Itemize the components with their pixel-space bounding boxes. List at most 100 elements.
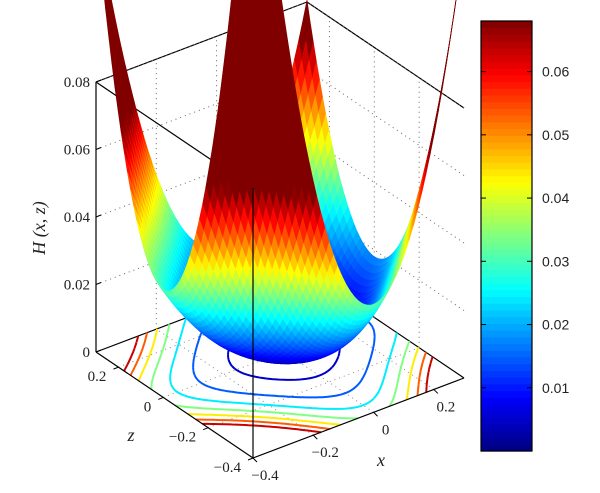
- colorbar-band: [481, 222, 532, 230]
- colorbar-tick-label: 0.03: [542, 253, 569, 269]
- surface-facet: [274, 0, 276, 3]
- colorbar-band: [481, 41, 532, 49]
- colorbar-band: [481, 316, 532, 324]
- colorbar-band: [481, 195, 532, 204]
- x-tick-label: 0: [382, 422, 390, 438]
- colorbar-band: [481, 108, 532, 116]
- colorbar-band: [481, 27, 532, 36]
- colorbar-band: [481, 424, 532, 432]
- x-tick: [312, 434, 318, 440]
- x-axis-label: x: [376, 450, 385, 470]
- y-tick-label: 0.06: [64, 143, 91, 159]
- z-tick: [202, 427, 209, 431]
- colorbar-band: [481, 356, 532, 365]
- colorbar-band: [481, 410, 532, 419]
- colorbar-band: [481, 343, 532, 351]
- y-tick-label: 0.08: [64, 75, 90, 91]
- colorbar-band: [481, 175, 532, 183]
- y-tick-label: 0: [83, 345, 91, 361]
- colorbar-band: [481, 155, 532, 163]
- z-axis-label: z: [126, 425, 134, 445]
- z-tick-label: 0.2: [88, 369, 107, 385]
- colorbar-band: [481, 390, 532, 398]
- x-tick: [252, 457, 258, 463]
- colorbar-band: [481, 141, 532, 150]
- colorbar-band: [481, 242, 532, 251]
- colorbar: 0.01 0.02 0.03 0.04 0.05 0.06: [480, 20, 569, 452]
- colorbar-band: [481, 377, 532, 385]
- colorbar-band: [481, 182, 532, 190]
- colorbar-band: [481, 309, 532, 318]
- y-tick: [95, 349, 102, 353]
- surface-facet: [238, 0, 246, 25]
- colorbar-band: [481, 135, 532, 143]
- colorbar-band: [481, 21, 532, 29]
- surface-facet: [253, 0, 261, 24]
- colorbar-band: [481, 336, 532, 345]
- colorbar-band: [481, 330, 532, 338]
- z-tick-label: 0: [144, 399, 152, 415]
- colorbar-band: [481, 236, 532, 244]
- surface-facet: [452, 0, 457, 24]
- colorbar-band: [481, 283, 532, 291]
- z-tick: [113, 366, 119, 370]
- colorbar-band: [481, 249, 532, 257]
- surface-facet: [260, 0, 268, 25]
- colorbar-band: [481, 101, 532, 109]
- colorbar-band: [481, 350, 532, 358]
- colorbar-band: [481, 162, 532, 170]
- x-tick-label: −0.2: [312, 445, 339, 461]
- colorbar-band: [481, 397, 532, 405]
- colorbar-tick-label: 0.02: [542, 317, 569, 333]
- surface-facet: [267, 0, 276, 27]
- colorbar-band: [481, 47, 532, 56]
- y-tick-label: 0.04: [64, 210, 91, 226]
- z-tick-label: −0.2: [169, 430, 196, 446]
- colorbar-band: [481, 209, 532, 217]
- surface-facet: [245, 0, 254, 24]
- colorbar-band: [481, 437, 532, 445]
- surface-facet: [274, 0, 283, 31]
- colorbar-band: [481, 417, 532, 425]
- colorbar-band: [481, 74, 532, 83]
- colorbar-band: [481, 148, 532, 156]
- colorbar-band: [481, 88, 532, 96]
- z-tick: [247, 457, 254, 461]
- colorbar-band: [481, 188, 532, 197]
- colorbar-band: [481, 229, 532, 237]
- box-edge: [252, 377, 465, 459]
- colorbar-band: [481, 68, 532, 76]
- colorbar-band: [481, 444, 532, 452]
- axes-box-front: [95, 188, 465, 459]
- colorbar-band: [481, 54, 532, 62]
- colorbar-band: [481, 303, 532, 311]
- x-tick: [433, 389, 439, 394]
- y-tick: [95, 214, 102, 218]
- surface-mesh: [104, 0, 457, 365]
- colorbar-band: [481, 215, 532, 224]
- colorbar-frame: [480, 20, 533, 452]
- colorbar-tick-label: 0.04: [542, 190, 569, 206]
- colorbar-band: [481, 202, 532, 210]
- x-tick-label: −0.4: [251, 468, 279, 484]
- axis-ticks: −0.4 −0.2 0 0.2 −0.4 −0.2 0 0.2 0 0.02 0.04 0.06 0.0…: [64, 75, 455, 484]
- x-tick: [373, 411, 378, 417]
- colorbar-band: [481, 403, 532, 412]
- colorbar-band: [481, 61, 532, 69]
- colorbar-band: [481, 128, 532, 136]
- box-edge: [306, 1, 465, 109]
- colorbar-band: [481, 296, 532, 304]
- colorbar-band: [481, 94, 532, 103]
- colorbar-band: [481, 363, 532, 371]
- colorbar-band: [481, 256, 532, 264]
- z-tick: [158, 396, 164, 400]
- colorbar-band: [481, 262, 532, 271]
- colorbar-tick-label: 0.05: [542, 127, 569, 143]
- y-tick-label: 0.02: [64, 278, 90, 294]
- colorbar-band: [481, 289, 532, 298]
- colorbar-band: [481, 323, 532, 331]
- z-tick-label: −0.4: [214, 460, 242, 476]
- y-tick: [95, 147, 102, 150]
- colorbar-band: [481, 115, 532, 123]
